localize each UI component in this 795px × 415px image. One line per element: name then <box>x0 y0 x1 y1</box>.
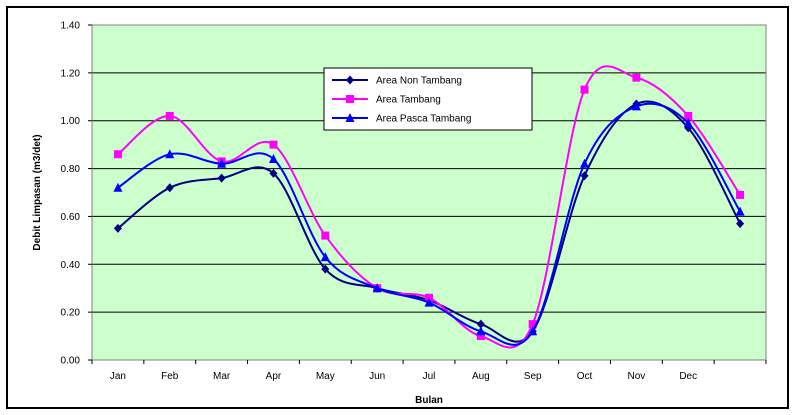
x-tick-label: Apr <box>266 371 282 382</box>
data-point-area-pasca-tambang <box>631 101 641 111</box>
legend-label-area-pasca-tambang: Area Pasca Tambang <box>376 114 471 125</box>
x-tick-label: Jan <box>110 371 126 382</box>
x-tick-label: Jun <box>369 371 385 382</box>
x-tick-label: Mar <box>213 371 231 382</box>
x-tick-label: Feb <box>161 371 179 382</box>
legend-marker-area-tambang <box>346 95 354 103</box>
data-point-area-tambang <box>528 320 537 329</box>
x-tick-label: Dec <box>679 371 697 382</box>
data-point-area-non-tambang <box>736 219 745 229</box>
legend-label-area-non-tambang: Area Non Tambang <box>376 76 462 87</box>
data-point-area-pasca-tambang <box>683 118 693 128</box>
plot-border <box>91 24 767 361</box>
data-point-area-pasca-tambang <box>320 252 330 262</box>
data-point-area-tambang <box>113 150 122 159</box>
data-point-area-non-tambang <box>321 264 330 274</box>
data-point-area-non-tambang <box>580 171 589 181</box>
x-tick-label: May <box>316 371 335 382</box>
data-point-area-non-tambang <box>269 168 278 178</box>
data-point-area-non-tambang <box>476 319 485 329</box>
x-tick-label: Sep <box>524 371 542 382</box>
data-point-area-pasca-tambang <box>113 182 123 192</box>
data-point-area-pasca-tambang <box>372 283 382 293</box>
data-point-area-pasca-tambang <box>735 206 745 216</box>
legend-marker-area-non-tambang <box>346 75 354 85</box>
y-tick-label: 1.00 <box>61 116 81 127</box>
data-point-area-tambang <box>321 231 330 240</box>
data-point-area-pasca-tambang <box>580 158 590 168</box>
y-tick-label: 0.40 <box>61 260 81 271</box>
data-point-area-tambang <box>476 332 485 341</box>
data-point-area-pasca-tambang <box>528 326 538 336</box>
data-point-area-tambang <box>269 140 278 149</box>
y-tick-label: 0.20 <box>61 308 81 319</box>
x-tick-label: Aug <box>472 371 490 382</box>
y-tick-label: 0.60 <box>61 212 81 223</box>
x-tick-label: Nov <box>627 371 645 382</box>
x-axis-title: Bulan <box>415 395 443 406</box>
data-point-area-pasca-tambang <box>217 158 227 168</box>
y-tick-label: 0.80 <box>61 164 81 175</box>
data-point-area-pasca-tambang <box>165 149 175 159</box>
data-point-area-non-tambang <box>113 223 122 233</box>
data-point-area-tambang <box>580 85 589 94</box>
data-point-area-non-tambang <box>165 183 174 193</box>
y-axis-title: Debit Limpasan (m3/det) <box>32 134 43 250</box>
y-tick-label: 1.40 <box>61 21 81 32</box>
series-area-pasca-tambang <box>113 101 745 346</box>
data-point-area-pasca-tambang <box>476 326 486 336</box>
data-point-area-tambang <box>632 73 641 82</box>
x-tick-label: Jul <box>423 371 436 382</box>
legend-marker-area-pasca-tambang <box>345 113 355 122</box>
data-point-area-pasca-tambang <box>424 297 434 307</box>
data-point-area-pasca-tambang <box>268 154 278 163</box>
y-tick-label: 1.20 <box>61 68 81 79</box>
data-point-area-non-tambang <box>217 173 226 183</box>
data-point-area-tambang <box>684 111 693 120</box>
legend: Area Non Tambang Area Tambang Area Pasca T… <box>323 67 533 131</box>
data-point-area-tambang <box>736 190 745 199</box>
data-point-area-tambang <box>165 111 174 120</box>
x-tick-label: Oct <box>577 371 593 382</box>
legend-label-area-tambang: Area Tambang <box>376 95 441 106</box>
y-tick-label: 0.00 <box>61 356 81 367</box>
